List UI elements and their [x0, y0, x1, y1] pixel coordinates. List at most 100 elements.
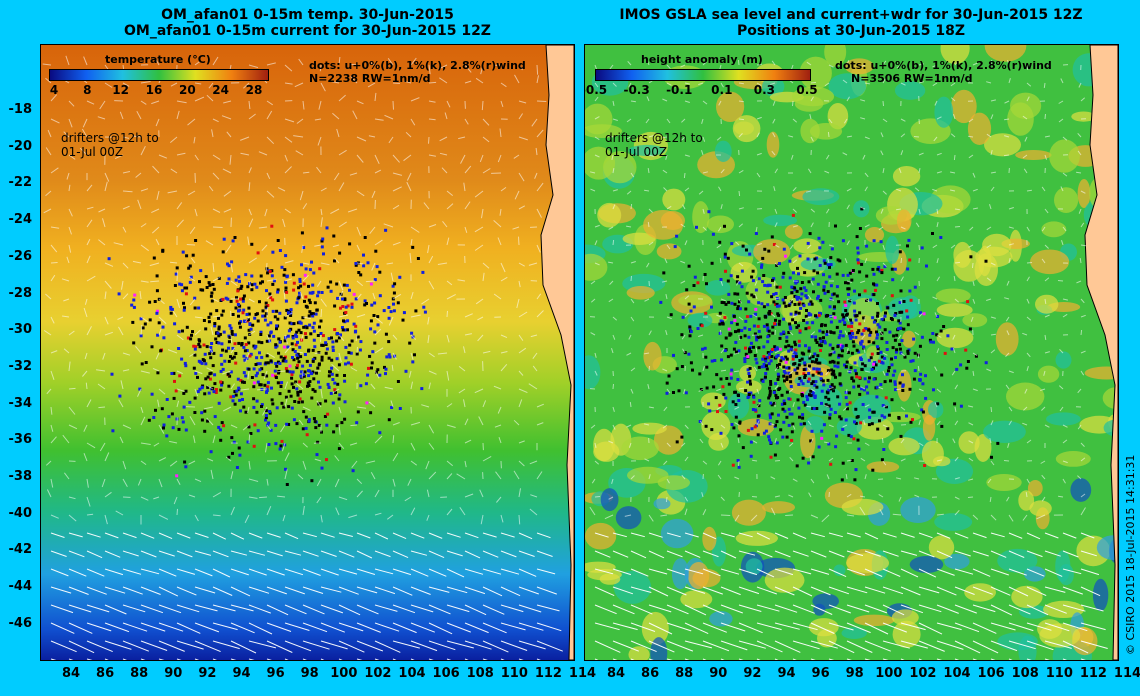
current-arrow: [972, 172, 976, 178]
drifter-dot: [821, 240, 825, 244]
drifter-dot: [233, 402, 237, 406]
drifter-dot: [775, 355, 779, 359]
drifter-dot: [263, 318, 267, 322]
current-arrow: [738, 334, 741, 341]
drifter-dot: [833, 316, 837, 320]
drifter-dot: [718, 240, 722, 244]
drifter-dot: [810, 429, 814, 433]
current-arrow: [1026, 316, 1032, 321]
current-arrow: [1005, 316, 1010, 322]
current-arrow: [133, 135, 142, 138]
drifter-dot: [347, 361, 350, 365]
drifter-dot: [330, 358, 334, 362]
drifter-dot: [766, 284, 770, 288]
drifter-dot: [857, 384, 861, 388]
drifter-dot: [964, 348, 968, 352]
drifter-dot: [268, 292, 272, 296]
drifter-dot: [768, 394, 772, 398]
anomaly-blob: [1011, 585, 1043, 609]
drifter-dot: [298, 280, 302, 283]
current-arrow: [482, 136, 490, 143]
current-arrow: [790, 64, 794, 70]
current-arrow: [86, 275, 96, 282]
drifter-dot: [800, 281, 804, 284]
current-arrow: [720, 424, 726, 429]
current-arrow: [194, 154, 199, 161]
current-arrow: [1008, 550, 1025, 558]
drifter-dot: [889, 379, 892, 383]
current-arrow: [428, 118, 436, 121]
current-arrow: [86, 604, 110, 613]
anomaly-blob: [894, 81, 926, 100]
drifter-dot: [384, 332, 388, 336]
drifter-dot: [869, 356, 873, 360]
drifter-dot: [343, 297, 347, 301]
current-arrow: [864, 172, 869, 178]
drifter-dot: [343, 328, 347, 332]
anomaly-blob: [864, 227, 885, 243]
drifter-dot: [375, 265, 379, 269]
current-arrow: [176, 478, 181, 485]
drifter-dot: [762, 363, 766, 366]
drifter-dot: [318, 385, 322, 389]
current-arrow: [68, 226, 72, 235]
drifter-dot: [148, 318, 152, 322]
drifter-dot: [271, 373, 275, 377]
drifter-dot: [897, 319, 901, 323]
drifter-dot: [772, 243, 776, 246]
current-arrow: [446, 640, 474, 649]
drifter-dot: [890, 318, 894, 322]
drifter-dot: [875, 336, 879, 340]
drifter-dot: [675, 234, 679, 238]
current-arrow: [1003, 154, 1010, 157]
current-arrow: [990, 514, 997, 521]
drifter-dot: [687, 264, 691, 268]
drifter-dot: [269, 330, 273, 334]
current-arrow: [50, 436, 57, 444]
current-arrow: [738, 169, 744, 174]
current-arrow: [68, 568, 87, 577]
anomaly-blob: [805, 416, 825, 434]
drifter-dot: [813, 257, 817, 261]
current-arrow: [428, 382, 431, 390]
current-arrow: [756, 116, 762, 120]
drifter-dot: [331, 345, 335, 349]
drifter-dot: [832, 312, 836, 316]
current-arrow: [608, 261, 614, 264]
drifter-dot: [269, 359, 273, 363]
current-arrow: [300, 334, 304, 342]
drifter-dot: [308, 310, 312, 314]
drifter-dot: [888, 330, 892, 334]
current-arrow: [446, 604, 470, 613]
current-arrow: [612, 168, 615, 174]
drifter-dot: [693, 275, 697, 279]
current-arrow: [122, 460, 127, 470]
drifter-dot: [832, 350, 836, 354]
current-arrow: [428, 550, 445, 559]
current-arrow: [644, 458, 650, 462]
current-arrow: [392, 586, 413, 596]
drifter-dot: [252, 367, 256, 371]
drifter-dot: [307, 374, 311, 378]
current-arrow: [1080, 314, 1086, 318]
current-arrow: [221, 115, 232, 120]
current-arrow: [140, 442, 151, 445]
current-arrow: [882, 604, 905, 616]
current-arrow: [828, 386, 834, 390]
x-tick-label: 112: [1079, 666, 1107, 681]
current-arrow: [86, 532, 101, 538]
current-arrow: [248, 113, 256, 120]
current-arrow: [882, 404, 888, 408]
drifter-dot: [800, 292, 804, 296]
drifter-dot: [302, 410, 306, 414]
current-arrow: [284, 312, 293, 318]
current-arrow: [120, 380, 124, 390]
current-arrow: [210, 469, 214, 480]
drifter-dot: [392, 302, 395, 306]
current-arrow: [266, 352, 275, 359]
current-arrow: [630, 298, 635, 304]
drifter-dot: [785, 390, 789, 394]
current-arrow: [65, 55, 70, 66]
drifter-dot: [354, 324, 358, 328]
current-arrow: [493, 293, 502, 300]
